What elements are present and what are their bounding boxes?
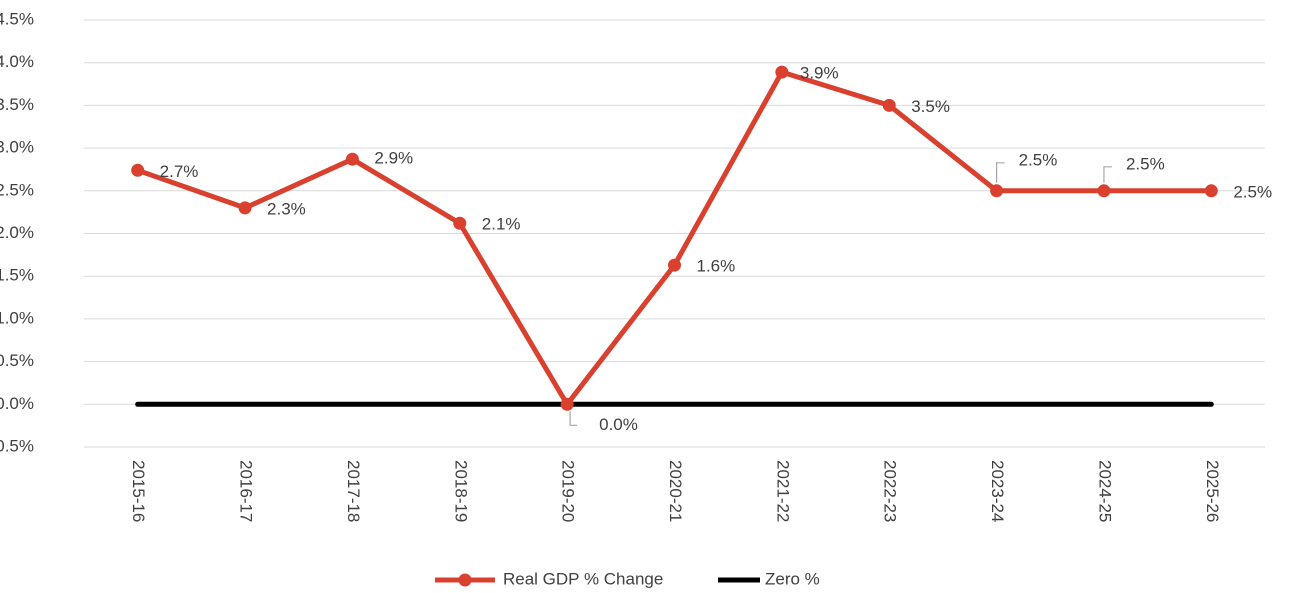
leader-line: [1103, 166, 1112, 183]
x-tick-label: 2021-22: [773, 460, 792, 522]
x-tick-label: 2025-26: [1203, 460, 1222, 522]
x-tick-label: 2018-19: [451, 460, 470, 522]
series-line: [135, 69, 1214, 407]
x-tick-label: 2016-17: [237, 460, 256, 522]
data-label: 2.9%: [374, 149, 413, 168]
y-tick-label: 0.0%: [0, 394, 34, 413]
point: [1204, 184, 1218, 198]
legend-marker: [458, 573, 472, 587]
point: [131, 163, 145, 177]
point: [882, 98, 896, 112]
y-tick-label: 0.5%: [0, 351, 34, 370]
point: [1097, 184, 1111, 198]
data-label: 2.5%: [1233, 182, 1272, 201]
legend-label: Real GDP % Change: [503, 569, 663, 588]
point: [453, 216, 467, 230]
point: [560, 397, 574, 411]
x-tick-label: 2015-16: [129, 460, 148, 522]
data-label: 0.0%: [599, 415, 638, 434]
x-tick-label: 2020-21: [666, 460, 685, 522]
data-label: 2.5%: [1126, 154, 1165, 173]
data-label: 2.3%: [267, 199, 306, 218]
y-tick-label: 1.0%: [0, 308, 34, 327]
point: [668, 258, 681, 272]
data-label: 1.6%: [697, 257, 736, 276]
point: [775, 65, 789, 79]
data-label: 3.5%: [911, 97, 950, 116]
point: [345, 152, 359, 166]
x-tick-label: 2017-18: [344, 460, 363, 522]
leader-line: [995, 162, 1005, 183]
data-label: 3.9%: [800, 64, 839, 83]
x-tick-label: 2019-20: [559, 460, 578, 522]
y-tick-label: 2.0%: [0, 223, 34, 242]
y-tick-label: 2.5%: [0, 180, 34, 199]
y-tick-label: 1.5%: [0, 266, 34, 285]
y-tick-label: 4.5%: [0, 9, 34, 28]
leader-line: [569, 411, 578, 426]
data-label: 2.5%: [1019, 150, 1058, 169]
data-label: 2.7%: [160, 162, 199, 181]
y-tick-label: 3.0%: [0, 138, 34, 157]
y-tick-label: 4.0%: [0, 52, 34, 71]
legend-label: Zero %: [765, 569, 820, 588]
point: [990, 184, 1004, 198]
x-tick-label: 2022-23: [881, 460, 900, 522]
data-label: 2.1%: [482, 215, 521, 234]
x-tick-label: 2023-24: [988, 460, 1007, 522]
y-tick-label: 3.5%: [0, 95, 34, 114]
y-tick-label: -0.5%: [0, 436, 34, 455]
point: [238, 201, 252, 215]
x-tick-label: 2024-25: [1095, 460, 1114, 522]
